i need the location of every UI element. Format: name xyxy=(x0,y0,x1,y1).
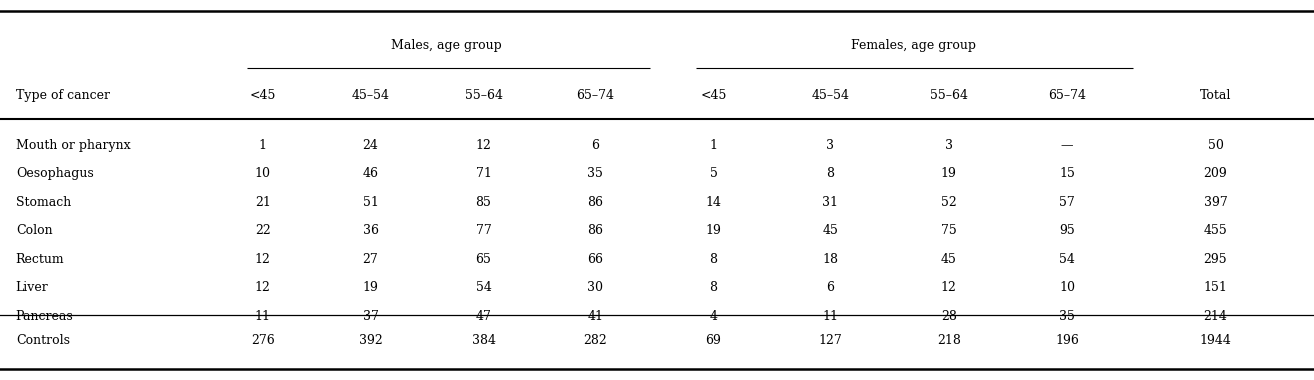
Text: 196: 196 xyxy=(1055,334,1079,347)
Text: 455: 455 xyxy=(1204,224,1227,237)
Text: 8: 8 xyxy=(827,167,834,180)
Text: 55–64: 55–64 xyxy=(930,89,967,102)
Text: Total: Total xyxy=(1200,89,1231,102)
Text: 54: 54 xyxy=(476,281,491,294)
Text: Males, age group: Males, age group xyxy=(392,39,502,52)
Text: 3: 3 xyxy=(827,139,834,152)
Text: 14: 14 xyxy=(706,196,721,209)
Text: Females, age group: Females, age group xyxy=(850,39,976,52)
Text: 11: 11 xyxy=(255,310,271,323)
Text: 51: 51 xyxy=(363,196,378,209)
Text: 45–54: 45–54 xyxy=(812,89,849,102)
Text: 127: 127 xyxy=(819,334,842,347)
Text: 28: 28 xyxy=(941,310,957,323)
Text: Rectum: Rectum xyxy=(16,253,64,266)
Text: 214: 214 xyxy=(1204,310,1227,323)
Text: 12: 12 xyxy=(255,281,271,294)
Text: Pancreas: Pancreas xyxy=(16,310,74,323)
Text: 11: 11 xyxy=(823,310,838,323)
Text: 19: 19 xyxy=(706,224,721,237)
Text: 85: 85 xyxy=(476,196,491,209)
Text: 10: 10 xyxy=(1059,281,1075,294)
Text: Type of cancer: Type of cancer xyxy=(16,89,110,102)
Text: 8: 8 xyxy=(710,253,717,266)
Text: 54: 54 xyxy=(1059,253,1075,266)
Text: —: — xyxy=(1060,139,1074,152)
Text: 55–64: 55–64 xyxy=(465,89,502,102)
Text: 12: 12 xyxy=(255,253,271,266)
Text: 397: 397 xyxy=(1204,196,1227,209)
Text: 47: 47 xyxy=(476,310,491,323)
Text: 66: 66 xyxy=(587,253,603,266)
Text: Oesophagus: Oesophagus xyxy=(16,167,93,180)
Text: 65: 65 xyxy=(476,253,491,266)
Text: Controls: Controls xyxy=(16,334,70,347)
Text: 384: 384 xyxy=(472,334,495,347)
Text: 276: 276 xyxy=(251,334,275,347)
Text: 35: 35 xyxy=(587,167,603,180)
Text: Colon: Colon xyxy=(16,224,53,237)
Text: 151: 151 xyxy=(1204,281,1227,294)
Text: 35: 35 xyxy=(1059,310,1075,323)
Text: 24: 24 xyxy=(363,139,378,152)
Text: Stomach: Stomach xyxy=(16,196,71,209)
Text: 5: 5 xyxy=(710,167,717,180)
Text: Mouth or pharynx: Mouth or pharynx xyxy=(16,139,130,152)
Text: 45–54: 45–54 xyxy=(352,89,389,102)
Text: 75: 75 xyxy=(941,224,957,237)
Text: 12: 12 xyxy=(941,281,957,294)
Text: 65–74: 65–74 xyxy=(577,89,614,102)
Text: 45: 45 xyxy=(823,224,838,237)
Text: 86: 86 xyxy=(587,196,603,209)
Text: 218: 218 xyxy=(937,334,961,347)
Text: 31: 31 xyxy=(823,196,838,209)
Text: 46: 46 xyxy=(363,167,378,180)
Text: 10: 10 xyxy=(255,167,271,180)
Text: 6: 6 xyxy=(827,281,834,294)
Text: 3: 3 xyxy=(945,139,953,152)
Text: 6: 6 xyxy=(591,139,599,152)
Text: 77: 77 xyxy=(476,224,491,237)
Text: 52: 52 xyxy=(941,196,957,209)
Text: 69: 69 xyxy=(706,334,721,347)
Text: 295: 295 xyxy=(1204,253,1227,266)
Text: 392: 392 xyxy=(359,334,382,347)
Text: 50: 50 xyxy=(1208,139,1223,152)
Text: 86: 86 xyxy=(587,224,603,237)
Text: 1944: 1944 xyxy=(1200,334,1231,347)
Text: 95: 95 xyxy=(1059,224,1075,237)
Text: 8: 8 xyxy=(710,281,717,294)
Text: 282: 282 xyxy=(583,334,607,347)
Text: 57: 57 xyxy=(1059,196,1075,209)
Text: 18: 18 xyxy=(823,253,838,266)
Text: <45: <45 xyxy=(700,89,727,102)
Text: 45: 45 xyxy=(941,253,957,266)
Text: 15: 15 xyxy=(1059,167,1075,180)
Text: 36: 36 xyxy=(363,224,378,237)
Text: 4: 4 xyxy=(710,310,717,323)
Text: 19: 19 xyxy=(941,167,957,180)
Text: 19: 19 xyxy=(363,281,378,294)
Text: 209: 209 xyxy=(1204,167,1227,180)
Text: 21: 21 xyxy=(255,196,271,209)
Text: Liver: Liver xyxy=(16,281,49,294)
Text: 12: 12 xyxy=(476,139,491,152)
Text: <45: <45 xyxy=(250,89,276,102)
Text: 1: 1 xyxy=(710,139,717,152)
Text: 22: 22 xyxy=(255,224,271,237)
Text: 65–74: 65–74 xyxy=(1049,89,1085,102)
Text: 27: 27 xyxy=(363,253,378,266)
Text: 1: 1 xyxy=(259,139,267,152)
Text: 41: 41 xyxy=(587,310,603,323)
Text: 37: 37 xyxy=(363,310,378,323)
Text: 71: 71 xyxy=(476,167,491,180)
Text: 30: 30 xyxy=(587,281,603,294)
